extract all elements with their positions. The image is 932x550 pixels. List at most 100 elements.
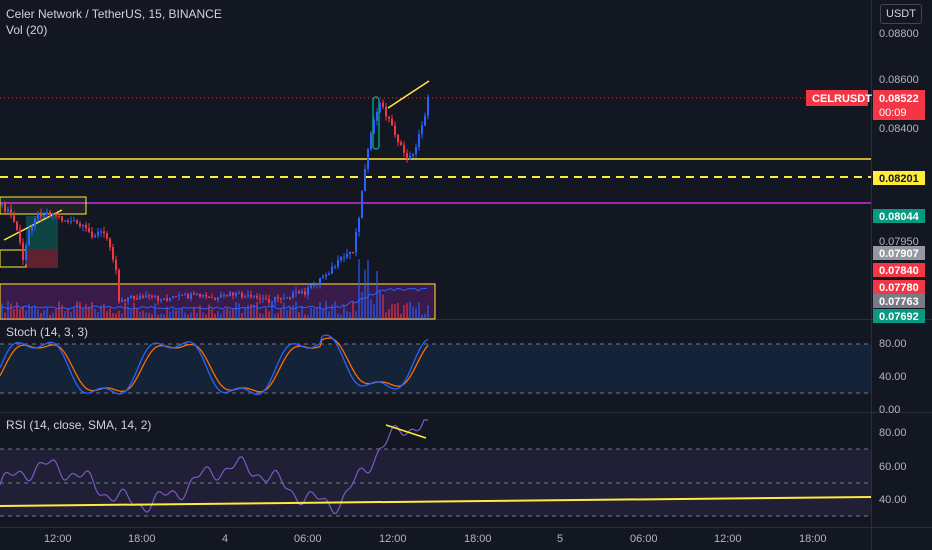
- candle-body[interactable]: [364, 169, 366, 192]
- candle-body[interactable]: [49, 211, 51, 216]
- candle-body[interactable]: [292, 292, 294, 298]
- stoch-legend[interactable]: Stoch (14, 3, 3): [6, 325, 88, 339]
- candle-body[interactable]: [349, 251, 351, 255]
- candle-body[interactable]: [412, 153, 414, 156]
- price-candles[interactable]: [1, 94, 429, 307]
- candle-body[interactable]: [376, 112, 378, 121]
- candle-body[interactable]: [58, 215, 60, 217]
- candle-body[interactable]: [373, 120, 375, 133]
- candle-body[interactable]: [277, 296, 279, 299]
- time-axis[interactable]: 12:00 18:00 4 06:00 12:00 18:00 5 06:00 …: [44, 533, 827, 545]
- candle-body[interactable]: [385, 106, 387, 117]
- candle-body[interactable]: [307, 287, 309, 295]
- candle-body[interactable]: [379, 102, 381, 113]
- candle-body[interactable]: [52, 213, 54, 216]
- candle-body[interactable]: [115, 259, 117, 270]
- candle-body[interactable]: [127, 297, 129, 301]
- volume-legend[interactable]: Vol (20): [6, 23, 47, 37]
- rsi-trend-line[interactable]: [0, 496, 872, 507]
- candle-body[interactable]: [88, 228, 90, 232]
- currency-button[interactable]: USDT: [880, 4, 922, 24]
- candle-body[interactable]: [82, 225, 84, 227]
- candle-body[interactable]: [73, 220, 75, 222]
- candle-body[interactable]: [199, 293, 201, 297]
- candle-body[interactable]: [274, 296, 276, 302]
- candle-body[interactable]: [133, 295, 135, 299]
- candle-body[interactable]: [142, 295, 144, 298]
- candle-body[interactable]: [253, 295, 255, 297]
- rsi-pane[interactable]: RSI (14, close, SMA, 14, 2) 80.00 60.00 …: [0, 418, 907, 517]
- candle-body[interactable]: [139, 295, 141, 300]
- candle-body[interactable]: [100, 231, 102, 233]
- candle-body[interactable]: [46, 211, 48, 215]
- candle-body[interactable]: [40, 212, 42, 217]
- price-badge[interactable]: [873, 309, 925, 323]
- candle-body[interactable]: [427, 96, 429, 116]
- candle-body[interactable]: [358, 217, 360, 232]
- candle-body[interactable]: [370, 132, 372, 150]
- candle-body[interactable]: [121, 299, 123, 302]
- candle-body[interactable]: [193, 293, 195, 295]
- candle-body[interactable]: [298, 291, 300, 294]
- candle-body[interactable]: [169, 297, 171, 301]
- candle-body[interactable]: [31, 226, 33, 231]
- candle-body[interactable]: [217, 297, 219, 300]
- candle-body[interactable]: [70, 221, 72, 223]
- candle-body[interactable]: [421, 125, 423, 135]
- candle-body[interactable]: [325, 274, 327, 277]
- candle-body[interactable]: [109, 238, 111, 248]
- candle-body[interactable]: [37, 212, 39, 220]
- candle-body[interactable]: [235, 293, 237, 296]
- candle-body[interactable]: [391, 118, 393, 126]
- candle-body[interactable]: [289, 297, 291, 299]
- price-badge[interactable]: [873, 294, 925, 308]
- symbol-title[interactable]: Celer Network / TetherUS, 15, BINANCE: [6, 7, 222, 21]
- zone-box-top[interactable]: [0, 196, 87, 215]
- symbol-tag[interactable]: [806, 90, 868, 106]
- candle-body[interactable]: [268, 299, 270, 303]
- candle-body[interactable]: [67, 220, 69, 222]
- candle-body[interactable]: [85, 225, 87, 229]
- candle-body[interactable]: [310, 285, 312, 288]
- candle-body[interactable]: [271, 301, 273, 303]
- candle-body[interactable]: [346, 254, 348, 257]
- candle-body[interactable]: [355, 231, 357, 253]
- candle-body[interactable]: [283, 298, 285, 300]
- candle-body[interactable]: [151, 295, 153, 297]
- candle-body[interactable]: [124, 299, 126, 301]
- long-position-zone[interactable]: [26, 216, 58, 250]
- candle-body[interactable]: [157, 296, 159, 301]
- candle-body[interactable]: [367, 149, 369, 170]
- candle-body[interactable]: [130, 295, 132, 298]
- candle-body[interactable]: [223, 294, 225, 296]
- candle-body[interactable]: [187, 294, 189, 299]
- candle-body[interactable]: [145, 295, 147, 298]
- candle-body[interactable]: [106, 233, 108, 239]
- candle-body[interactable]: [112, 247, 114, 260]
- candle-body[interactable]: [262, 298, 264, 300]
- candle-body[interactable]: [403, 145, 405, 153]
- candle-body[interactable]: [280, 298, 282, 300]
- candle-body[interactable]: [220, 295, 222, 298]
- candle-body[interactable]: [181, 294, 183, 296]
- candle-body[interactable]: [205, 294, 207, 297]
- candle-body[interactable]: [295, 291, 297, 293]
- candle-body[interactable]: [118, 269, 120, 302]
- price-badge[interactable]: [873, 246, 925, 260]
- candle-body[interactable]: [319, 277, 321, 285]
- candle-body[interactable]: [172, 296, 174, 298]
- candle-body[interactable]: [166, 298, 168, 301]
- candle-body[interactable]: [340, 257, 342, 261]
- candle-body[interactable]: [238, 292, 240, 294]
- candle-body[interactable]: [229, 292, 231, 297]
- candle-body[interactable]: [388, 116, 390, 119]
- candle-body[interactable]: [76, 220, 78, 224]
- candle-body[interactable]: [55, 213, 57, 216]
- candle-body[interactable]: [202, 294, 204, 297]
- candle-body[interactable]: [244, 296, 246, 298]
- candle-body[interactable]: [337, 260, 339, 267]
- candle-body[interactable]: [34, 219, 36, 227]
- candle-body[interactable]: [397, 134, 399, 143]
- candle-body[interactable]: [232, 292, 234, 296]
